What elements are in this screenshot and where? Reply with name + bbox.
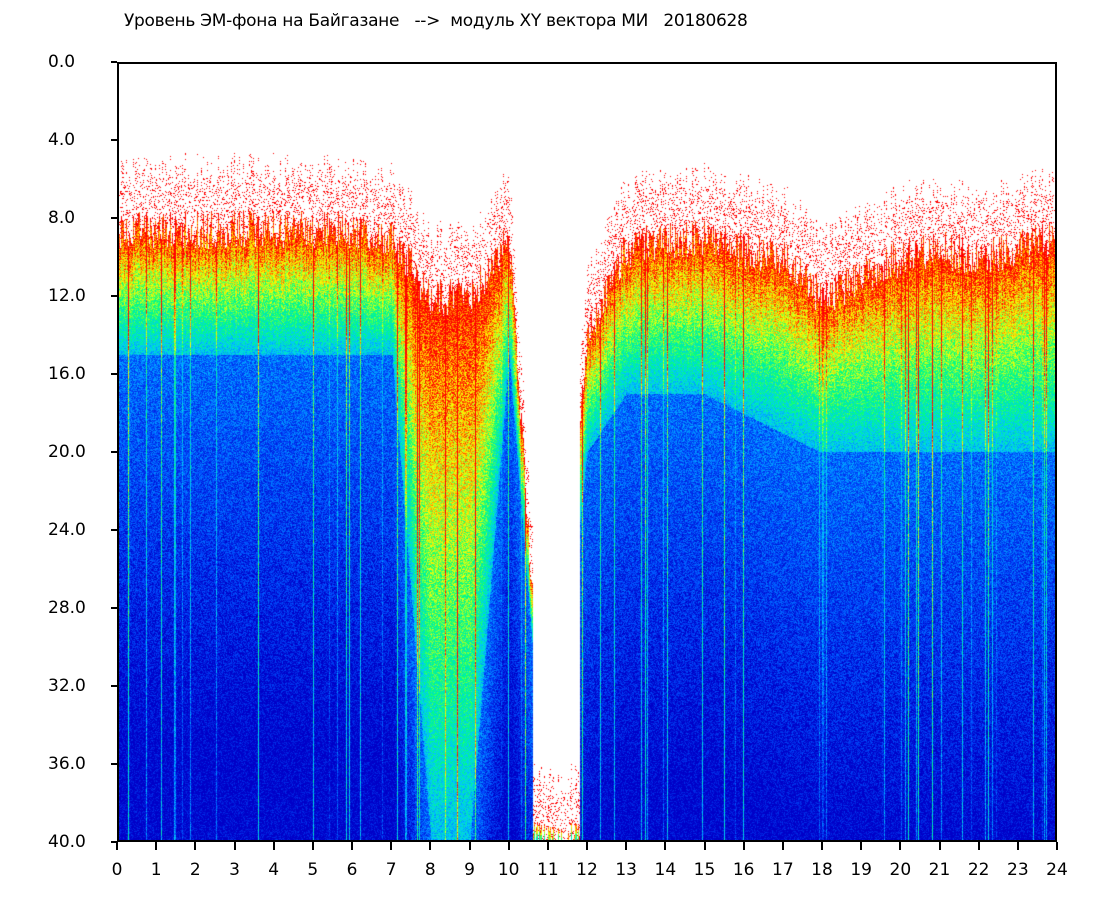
x-tick-label: 8 xyxy=(424,860,436,880)
x-tick xyxy=(116,842,118,850)
x-tick xyxy=(155,842,158,850)
x-tick xyxy=(351,842,353,850)
y-tick-label: 40.0 xyxy=(48,832,86,852)
x-tick-label: 9 xyxy=(464,860,475,880)
x-tick xyxy=(899,842,902,850)
x-tick xyxy=(390,842,393,850)
y-tick-label: 0.0 xyxy=(48,52,76,72)
x-tick-label: 24 xyxy=(1046,860,1068,880)
x-tick-label: 6 xyxy=(346,860,358,880)
x-tick xyxy=(272,842,275,850)
chart-title: Уровень ЭМ-фона на Байгазане --> модуль … xyxy=(124,11,748,31)
x-tick-label: 18 xyxy=(811,860,833,880)
x-tick-label: 17 xyxy=(772,860,794,880)
x-tick-label: 3 xyxy=(229,860,240,880)
x-tick xyxy=(194,842,197,850)
y-tick xyxy=(111,295,117,297)
x-tick xyxy=(546,842,549,850)
x-tick-label: 14 xyxy=(654,860,677,880)
x-tick xyxy=(703,842,706,850)
y-tick-label: 36.0 xyxy=(48,754,86,774)
y-tick-label: 16.0 xyxy=(48,364,86,384)
x-tick-label: 2 xyxy=(189,860,201,880)
x-tick-label: 13 xyxy=(615,860,637,880)
x-tick xyxy=(233,842,236,850)
x-tick-label: 15 xyxy=(693,860,716,880)
y-tick xyxy=(111,139,117,141)
x-tick xyxy=(938,842,941,850)
x-tick xyxy=(468,842,471,850)
x-tick-label: 20 xyxy=(889,860,912,880)
y-tick xyxy=(111,607,117,609)
x-tick-label: 12 xyxy=(576,860,598,880)
y-tick-label: 8.0 xyxy=(48,208,76,228)
x-tick xyxy=(1056,842,1058,850)
x-tick xyxy=(507,842,510,850)
x-tick xyxy=(664,842,667,850)
x-tick xyxy=(429,842,432,850)
y-tick xyxy=(111,841,117,843)
y-tick xyxy=(111,373,117,375)
y-tick-label: 28.0 xyxy=(48,598,86,618)
heatmap-canvas xyxy=(119,64,1055,840)
x-tick-label: 5 xyxy=(307,860,319,880)
x-tick-label: 23 xyxy=(1007,860,1029,880)
y-tick xyxy=(111,763,117,765)
x-tick xyxy=(821,842,823,850)
x-tick xyxy=(1016,842,1019,850)
x-tick-label: 16 xyxy=(732,860,755,880)
x-tick-label: 21 xyxy=(928,860,951,880)
x-tick xyxy=(977,842,980,850)
y-tick xyxy=(111,529,117,531)
x-tick xyxy=(781,842,784,850)
x-tick-label: 4 xyxy=(268,860,280,880)
y-tick-label: 4.0 xyxy=(48,130,76,150)
y-tick-label: 20.0 xyxy=(48,442,86,462)
x-tick-label: 0 xyxy=(111,860,123,880)
x-tick-label: 19 xyxy=(850,860,872,880)
x-tick xyxy=(625,842,628,850)
x-tick xyxy=(586,842,588,850)
y-tick-label: 12.0 xyxy=(48,286,86,306)
x-tick xyxy=(311,842,314,850)
x-tick-label: 11 xyxy=(537,860,559,880)
x-tick-label: 22 xyxy=(967,860,990,880)
y-tick-label: 24.0 xyxy=(48,520,86,540)
x-tick-label: 1 xyxy=(150,860,162,880)
y-tick xyxy=(111,451,117,453)
x-tick xyxy=(742,842,745,850)
y-tick xyxy=(111,685,117,687)
x-tick-label: 7 xyxy=(385,860,397,880)
y-tick xyxy=(111,217,117,219)
x-tick xyxy=(860,842,863,850)
y-tick xyxy=(111,61,117,63)
x-tick-label: 10 xyxy=(497,860,520,880)
y-tick-label: 32.0 xyxy=(48,676,86,696)
